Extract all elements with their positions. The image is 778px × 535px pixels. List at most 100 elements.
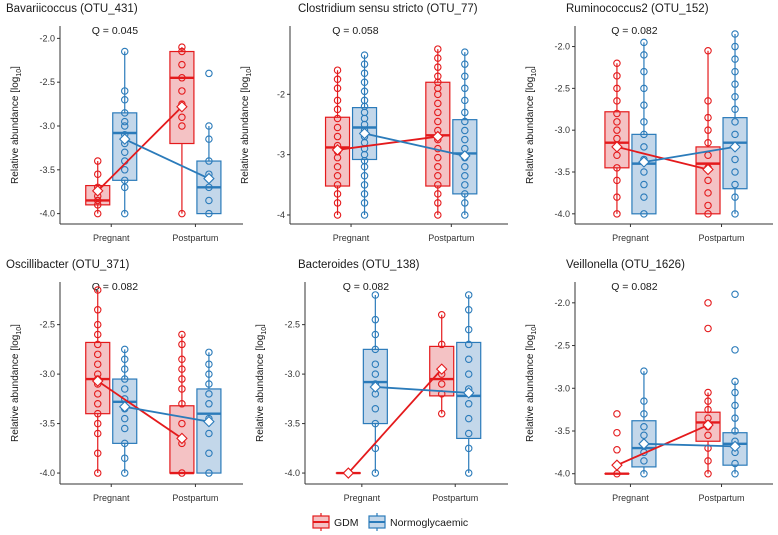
- data-point: [704, 388, 712, 397]
- data-point: [178, 43, 186, 51]
- data-point: [371, 315, 380, 324]
- data-point: [178, 87, 186, 95]
- normoglycaemic-box-postpartum: [722, 30, 748, 218]
- mean-trend-line: [97, 106, 183, 192]
- data-point: [178, 400, 186, 408]
- data-point: [640, 168, 648, 176]
- data-point: [93, 170, 102, 178]
- data-point: [205, 157, 213, 165]
- data-point: [704, 201, 712, 210]
- data-point: [613, 118, 621, 126]
- outlier-point: [613, 446, 621, 454]
- x-tick-label: Pregnant: [93, 493, 130, 503]
- data-point: [178, 113, 186, 121]
- data-point: [333, 132, 342, 141]
- data-point: [640, 180, 648, 189]
- mean-diamond: [203, 172, 215, 185]
- y-tick-label: -4.0: [554, 469, 570, 479]
- box-body: [722, 117, 748, 190]
- data-point: [178, 365, 186, 373]
- mean-diamond: [729, 440, 741, 453]
- y-tick-label: -3.0: [39, 369, 55, 379]
- box-body: [196, 388, 222, 474]
- data-point: [437, 340, 446, 349]
- y-tick-label: -3.5: [284, 419, 300, 429]
- data-point: [333, 114, 342, 123]
- y-tick-label: -4.0: [39, 468, 55, 478]
- mean-trend-line: [643, 442, 736, 448]
- panel-title: Oscillibacter (OTU_371): [6, 259, 130, 271]
- mean-diamond: [462, 387, 475, 399]
- data-point: [613, 210, 621, 218]
- data-point: [178, 60, 186, 69]
- data-point: [731, 118, 739, 126]
- data-point: [640, 143, 648, 151]
- data-point: [333, 66, 342, 74]
- y-axis-label: Relative abundance [log10]: [240, 66, 253, 184]
- x-tick-label: Postpartum: [432, 493, 478, 503]
- data-point: [731, 193, 739, 201]
- mean-diamond: [369, 381, 382, 393]
- data-point: [333, 75, 342, 83]
- y-tick-label: -2: [277, 89, 285, 99]
- data-point: [93, 350, 102, 359]
- data-point: [731, 459, 739, 468]
- data-point: [434, 63, 442, 71]
- mean-diamond: [203, 415, 215, 428]
- data-point: [120, 95, 129, 104]
- data-point: [178, 355, 186, 364]
- box-body: [112, 112, 138, 181]
- data-point: [464, 306, 473, 314]
- data-point: [731, 377, 739, 386]
- data-point: [333, 181, 342, 189]
- data-point: [93, 449, 102, 458]
- data-point: [464, 400, 473, 408]
- box-body: [695, 146, 721, 215]
- data-point: [205, 122, 213, 130]
- data-point: [360, 78, 369, 87]
- data-point: [704, 113, 712, 122]
- data-point: [640, 210, 648, 218]
- data-point: [461, 72, 469, 80]
- data-point: [461, 96, 469, 105]
- data-point: [704, 469, 712, 478]
- x-tick-label: Postpartum: [699, 493, 745, 503]
- data-point: [205, 348, 213, 357]
- data-point: [120, 424, 129, 433]
- data-point: [120, 176, 129, 185]
- data-point: [461, 84, 469, 93]
- data-point: [205, 209, 213, 218]
- data-point: [371, 444, 380, 453]
- data-point: [731, 130, 739, 139]
- data-point: [205, 380, 213, 388]
- data-point: [731, 92, 739, 101]
- y-tick-label: -3.5: [39, 419, 55, 429]
- data-point: [464, 325, 473, 334]
- data-point: [205, 390, 213, 398]
- y-tick-label: -4.0: [554, 209, 570, 219]
- normoglycaemic-box-postpartum: [456, 291, 482, 477]
- data-point: [731, 401, 739, 410]
- data-point: [613, 59, 621, 68]
- data-point: [640, 457, 648, 465]
- data-point: [613, 97, 621, 105]
- mean-diamond: [432, 130, 444, 143]
- q-value: Q = 0.082: [343, 281, 390, 293]
- data-point: [360, 181, 369, 189]
- data-point: [120, 117, 129, 126]
- panel-1: Bavariicoccus (OTU_431) Q = 0.045 -4.0 -3.5…: [6, 3, 243, 243]
- mean-diamond: [118, 133, 131, 145]
- data-point: [360, 60, 369, 68]
- data-point: [360, 51, 369, 59]
- mean-diamond: [638, 156, 650, 168]
- y-tick-label: -2.0: [554, 42, 570, 52]
- data-point: [120, 47, 129, 56]
- data-point: [461, 190, 469, 198]
- data-point: [461, 48, 469, 56]
- legend: GDM Normoglycaemic: [312, 513, 468, 531]
- data-point: [613, 126, 621, 134]
- mean-diamond: [611, 141, 623, 153]
- data-point: [120, 183, 129, 192]
- data-point: [434, 99, 442, 108]
- data-point: [360, 69, 369, 77]
